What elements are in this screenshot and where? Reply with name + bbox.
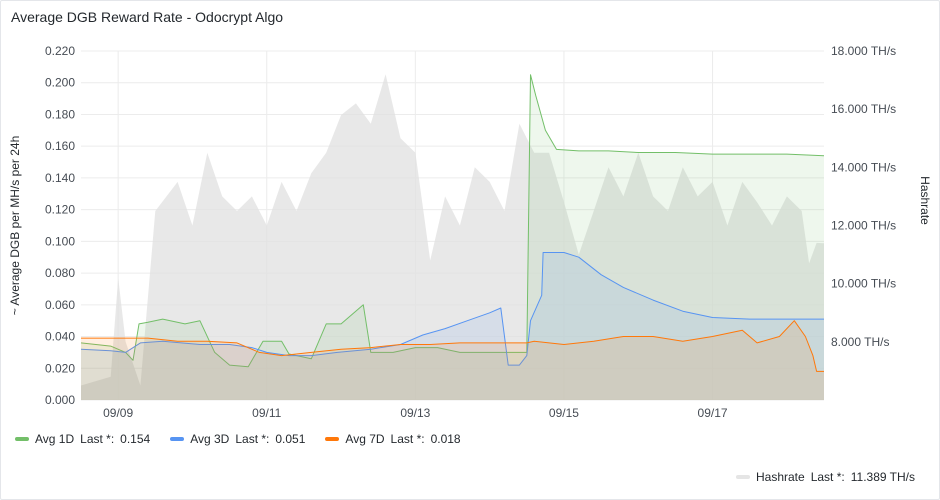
y-right-tick-label: 8.000 TH/s	[831, 335, 889, 349]
x-tick-label: 09/09	[103, 406, 133, 420]
y-left-tick-label: 0.200	[45, 76, 75, 90]
y-right-tick-label: 12.000 TH/s	[831, 219, 896, 233]
series-area-avg-7d	[81, 320, 824, 400]
y-right-axis-title: Hashrate	[918, 176, 932, 225]
y-left-tick-label: 0.060	[45, 298, 75, 312]
legend-label-avg-1d: Avg 1D	[35, 432, 75, 446]
legend-last-value-avg-3d: 0.051	[275, 432, 306, 446]
legend-last-label-hashrate: Last *:	[810, 470, 845, 484]
legend-item-avg-1d[interactable]: Avg 1D Last *: 0.154	[15, 432, 150, 446]
series-area-avg-1d	[81, 74, 824, 401]
y-left-tick-label: 0.080	[45, 266, 75, 280]
y-left-tick-label: 0.020	[45, 361, 75, 375]
y-left-tick-label: 0.180	[45, 107, 75, 121]
x-tick-label: 09/15	[549, 406, 579, 420]
y-right-tick-label: 16.000 TH/s	[831, 102, 896, 116]
legend-last-value-avg-7d: 0.018	[430, 432, 461, 446]
x-tick-label: 09/17	[698, 406, 728, 420]
panel-title: Average DGB Reward Rate - Odocrypt Algo	[11, 9, 284, 25]
x-tick-label: 09/13	[400, 406, 430, 420]
y-left-tick-label: 0.140	[45, 171, 75, 185]
series-line-avg-1d	[80, 74, 825, 368]
y-right-tick-label: 14.000 TH/s	[831, 160, 896, 174]
legend: Avg 1D Last *: 0.154 Avg 3D Last *: 0.05…	[15, 432, 461, 446]
legend-swatch-avg-1d	[15, 437, 29, 441]
y-left-tick-label: 0.220	[45, 44, 75, 58]
series-line-avg-7d	[81, 320, 824, 372]
x-tick-label: 09/11	[252, 406, 281, 420]
chart-canvas: 0.220 0.200 0.180 0.160 0.140 0.120 0.100 0.080…	[8, 44, 932, 420]
series-line-avg-3d	[80, 252, 824, 366]
legend-label-avg-7d: Avg 7D	[345, 432, 385, 446]
legend-label-avg-3d: Avg 3D	[190, 432, 230, 446]
legend-item-avg-3d[interactable]: Avg 3D Last *: 0.051	[170, 432, 305, 446]
legend-last-label-avg-7d: Last *:	[390, 432, 425, 446]
legend-last-value-hashrate: 11.389 TH/s	[850, 470, 915, 484]
y-right-tick-label: 10.000 TH/s	[831, 277, 896, 291]
y-left-tick-label: 0.120	[45, 203, 75, 217]
legend-item-hashrate[interactable]: Hashrate Last *: 11.389 TH/s	[736, 470, 915, 484]
legend-swatch-avg-3d	[170, 437, 185, 441]
y-left-axis-title: ~ Average DGB per MH/s per 24h	[8, 136, 22, 316]
y-left-tick-label: 0.000	[45, 393, 75, 407]
legend-last-label-avg-1d: Last *:	[80, 432, 115, 446]
y-left-tick-label: 0.160	[45, 139, 75, 153]
y-left-tick-label: 0.040	[45, 330, 75, 344]
legend-last-label-avg-3d: Last *:	[235, 432, 270, 446]
legend-item-avg-7d[interactable]: Avg 7D Last *: 0.018	[325, 432, 461, 446]
legend-last-value-avg-1d: 0.154	[120, 432, 151, 446]
y-right-tick-label: 18.000 TH/s	[831, 44, 896, 58]
legend-swatch-avg-7d	[325, 437, 340, 441]
legend-swatch-hashrate	[736, 475, 750, 479]
y-left-tick-label: 0.100	[45, 234, 75, 248]
legend-label-hashrate: Hashrate	[756, 470, 805, 484]
series-area-hashrate	[81, 74, 824, 401]
